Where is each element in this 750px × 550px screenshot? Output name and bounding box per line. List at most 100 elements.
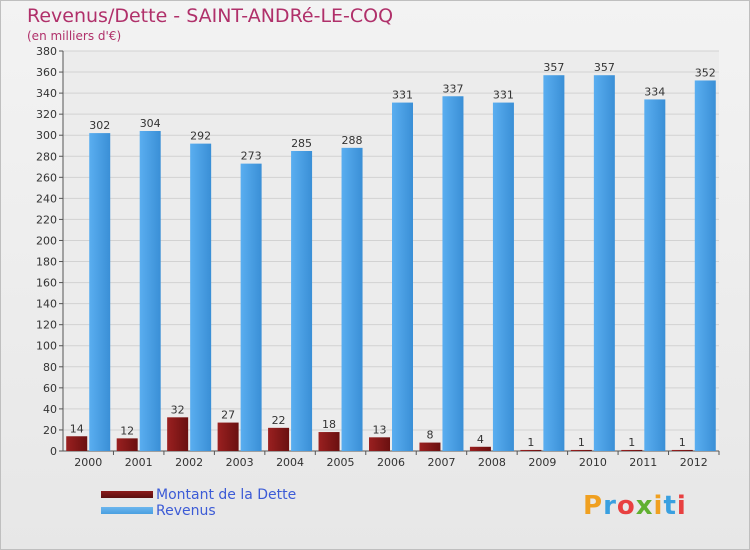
bar-dette [419,442,441,451]
x-tick-label: 2012 [680,456,708,469]
data-label-dette: 22 [272,414,286,427]
bar-dette [116,438,138,451]
data-label-dette: 1 [578,436,585,449]
data-label-dette: 32 [171,403,185,416]
bar-dette [520,449,542,451]
data-label-revenus: 273 [241,150,262,163]
y-tick-label: 20 [43,424,57,437]
y-tick-label: 200 [36,234,57,247]
x-tick-label: 2000 [74,456,102,469]
logo-letter: i [653,491,664,521]
bar-dette [469,446,491,451]
data-label-revenus: 357 [543,61,564,74]
data-label-revenus: 357 [594,61,615,74]
bar-dette [167,417,189,451]
data-label-revenus: 288 [342,134,363,147]
logo-letter: i [676,491,687,521]
x-tick-label: 2001 [125,456,153,469]
y-tick-label: 160 [36,277,57,290]
y-tick-label: 80 [43,361,57,374]
logo-letter: x [635,491,654,521]
y-tick-label: 360 [36,66,57,79]
y-tick-label: 320 [36,108,57,121]
x-tick-label: 2008 [478,456,506,469]
legend-swatch-revenus [101,507,153,514]
bar-revenus [240,163,262,451]
data-label-dette: 1 [628,436,635,449]
data-label-dette: 8 [426,429,433,442]
x-tick-label: 2002 [175,456,203,469]
y-tick-label: 100 [36,340,57,353]
y-tick-label: 180 [36,256,57,269]
y-tick-label: 120 [36,319,57,332]
x-tick-label: 2009 [528,456,556,469]
y-tick-label: 220 [36,213,57,226]
data-label-revenus: 285 [291,137,312,150]
y-tick-label: 340 [36,87,57,100]
x-tick-label: 2004 [276,456,304,469]
bar-revenus [291,151,313,451]
bar-revenus [341,147,363,451]
logo-letter: o [616,491,636,521]
data-label-revenus: 352 [695,66,716,79]
y-tick-label: 140 [36,298,57,311]
y-tick-label: 0 [50,445,57,458]
y-tick-label: 300 [36,129,57,142]
x-tick-label: 2010 [579,456,607,469]
y-tick-label: 380 [36,45,57,58]
logo-letter: r [603,491,617,521]
bar-revenus [442,96,464,452]
bar-dette [217,422,239,451]
data-label-revenus: 302 [89,119,110,132]
bar-chart: 0 20 40 60 80 100 120 140 160 180 200 220 240 260 280 3… [36,45,720,469]
chart-subtitle: (en milliers d'€) [27,29,122,43]
data-label-revenus: 304 [140,117,161,130]
x-tick-label: 2006 [377,456,405,469]
data-label-dette: 27 [221,409,235,422]
x-tick-label: 2005 [327,456,355,469]
y-tick-label: 240 [36,192,57,205]
y-tick-label: 260 [36,171,57,184]
data-label-dette: 14 [70,422,84,435]
data-label-dette: 4 [477,433,484,446]
legend-label-dette: Montant de la Dette [156,487,297,503]
chart-title: Revenus/Dette - SAINT-ANDRé-LE-COQ [27,5,394,27]
bar-dette [318,432,340,451]
bar-dette [621,449,643,451]
y-tick-label: 280 [36,150,57,163]
x-tick-label: 2003 [226,456,254,469]
bar-revenus [543,75,565,452]
data-label-dette: 1 [679,436,686,449]
bar-revenus [190,143,212,451]
data-label-dette: 12 [120,424,134,437]
data-label-revenus: 292 [190,130,211,143]
data-label-dette: 13 [373,423,387,436]
logo-letter: P [583,491,604,521]
plot-area [63,51,719,451]
bar-dette [570,449,592,451]
bar-dette [671,449,693,451]
bar-revenus [89,133,111,451]
y-tick-label: 60 [43,382,57,395]
data-label-revenus: 331 [392,89,413,102]
bar-revenus [392,102,413,451]
bar-revenus [644,99,666,451]
bar-revenus [139,131,161,451]
x-tick-label: 2011 [629,456,657,469]
bar-dette [369,437,390,451]
data-label-dette: 18 [322,418,336,431]
legend-swatch-dette [101,491,153,498]
bar-dette [66,436,88,451]
bar-revenus [694,80,716,451]
bar-revenus [492,102,514,451]
bar-dette [268,427,290,451]
data-label-revenus: 334 [644,85,665,98]
legend-label-revenus: Revenus [156,503,216,519]
data-label-dette: 1 [527,436,534,449]
x-tick-label: 2007 [427,456,455,469]
data-label-revenus: 331 [493,89,514,102]
proxiti-logo: Proxiti [583,491,687,521]
y-tick-label: 40 [43,403,57,416]
logo-letter: t [663,491,677,521]
